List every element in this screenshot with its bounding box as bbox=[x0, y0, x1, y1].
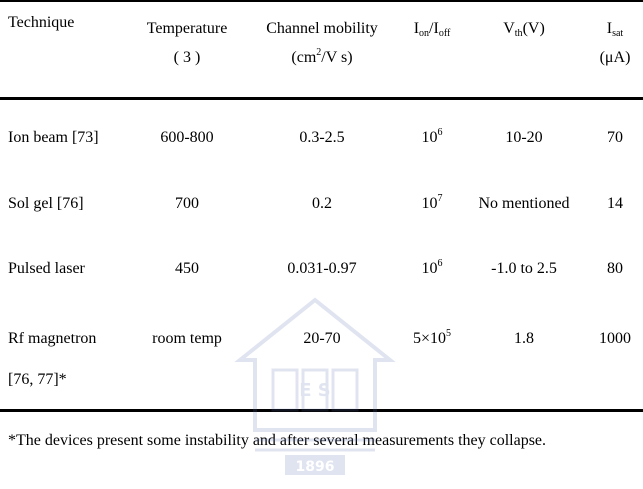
header-mobility: Channel mobility (cm2/V s) bbox=[266, 19, 378, 67]
cell-vth: No mentioned bbox=[478, 195, 570, 212]
header-ion-ioff: Ion/Ioff bbox=[413, 20, 451, 39]
table-header-rule bbox=[0, 97, 643, 100]
cell-mobility: 0.2 bbox=[312, 195, 332, 212]
header-temperature-unit: ( 3 ) bbox=[173, 49, 201, 66]
header-mobility-label: Channel mobility bbox=[266, 20, 378, 37]
cell-vth: 1.8 bbox=[514, 330, 534, 347]
svg-text:E S: E S bbox=[299, 380, 331, 401]
header-temperature: Temperature ( 3 ) bbox=[147, 19, 228, 67]
header-isat-unit: (μA) bbox=[599, 49, 631, 66]
cell-technique: Sol gel [76] bbox=[8, 195, 84, 212]
cell-isat: 80 bbox=[607, 260, 623, 277]
cell-isat: 1000 bbox=[599, 330, 631, 347]
footnote: *The devices present some instability an… bbox=[8, 432, 547, 449]
cell-technique: Pulsed laser bbox=[8, 260, 85, 277]
cell-ion-ioff: 106 bbox=[421, 258, 443, 278]
header-technique: Technique bbox=[8, 14, 75, 31]
cell-temperature: room temp bbox=[152, 330, 222, 347]
table-bottom-rule bbox=[0, 409, 643, 412]
cell-vth: 10-20 bbox=[505, 129, 543, 146]
cell-mobility: 0.3-2.5 bbox=[299, 129, 345, 146]
cell-mobility: 0.031-0.97 bbox=[287, 260, 357, 277]
cell-temperature: 700 bbox=[175, 195, 199, 212]
cell-ion-ioff: 5×105 bbox=[412, 328, 452, 348]
header-isat: Isat (μA) bbox=[600, 19, 631, 67]
table-top-rule bbox=[0, 0, 643, 2]
cell-mobility: 20-70 bbox=[303, 330, 341, 347]
cell-technique: Rf magnetron bbox=[8, 330, 97, 347]
cell-temperature: 450 bbox=[175, 260, 199, 277]
header-temperature-label: Temperature bbox=[146, 20, 228, 37]
svg-text:1896: 1896 bbox=[296, 459, 335, 475]
cell-ion-ioff: 107 bbox=[421, 193, 443, 213]
cell-technique: Ion beam [73] bbox=[8, 129, 99, 146]
header-vth: Vth(V) bbox=[503, 20, 545, 39]
header-mobility-unit: (cm2/V s) bbox=[291, 47, 353, 67]
cell-ion-ioff: 106 bbox=[421, 127, 443, 147]
cell-vth: -1.0 to 2.5 bbox=[491, 260, 557, 277]
header-isat-label: Isat bbox=[606, 20, 624, 39]
cell-temperature: 600-800 bbox=[160, 129, 214, 146]
cell-isat: 14 bbox=[607, 195, 623, 212]
university-seal-icon: E S 1896 bbox=[234, 297, 396, 475]
cell-isat: 70 bbox=[607, 129, 623, 146]
cell-technique-ref: [76, 77]* bbox=[8, 371, 67, 388]
